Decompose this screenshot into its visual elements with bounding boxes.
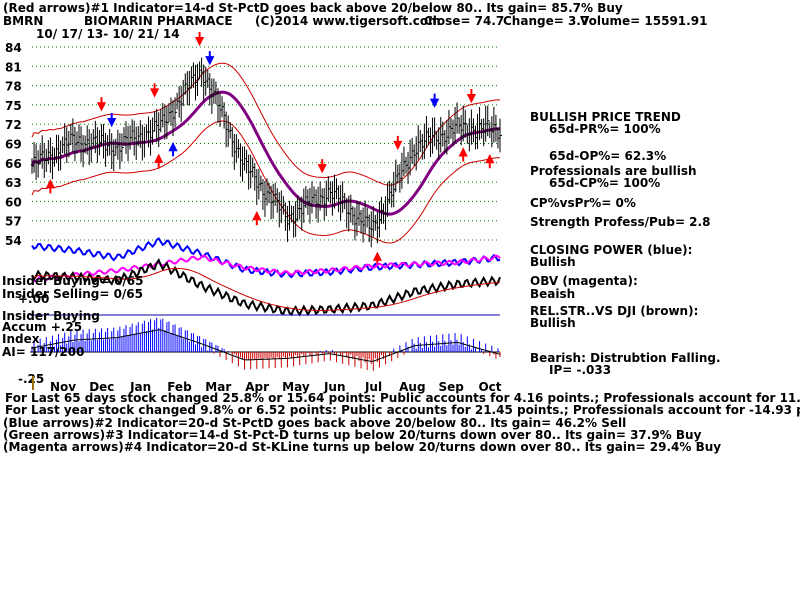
signal-arrow-icon [485, 153, 495, 169]
zero-label: +.00 [18, 292, 49, 306]
month-label: Aug [399, 380, 425, 394]
relstr-label: REL.STR..VS DJI (brown): [530, 304, 698, 318]
month-label: May [282, 380, 310, 394]
signal-arrow-icon [154, 153, 164, 168]
relstr-ma [31, 267, 501, 311]
month-label: Jun [323, 380, 346, 394]
signal-arrow-icon [96, 97, 107, 112]
month-label: Jan [129, 380, 151, 394]
insider-selling-count: Insider Selling= 0/65 [2, 287, 143, 301]
signal-arrow-icon [466, 88, 477, 104]
obv-line [31, 254, 501, 283]
copyright: (C)2014 www.tigersoft.com [255, 14, 441, 28]
trend-title: BULLISH PRICE TREND [530, 110, 681, 124]
relstr-value: Bullish [530, 316, 576, 330]
price-tick-label: 81 [5, 60, 22, 74]
price-tick-label: 78 [5, 80, 22, 94]
month-label: Sep [438, 380, 464, 394]
month-label: Oct [478, 380, 501, 394]
upper-band [31, 62, 501, 186]
op-value: 65d-OP%= 62.3% [549, 149, 666, 163]
price-tick-label: 69 [5, 138, 22, 152]
footer-line-3: (Blue arrows)#2 Indicator=20-d St-PctD g… [3, 416, 626, 430]
month-label: Nov [50, 380, 76, 394]
obv-label: OBV (magenta): [530, 274, 638, 288]
close-value: Close= 74.7 [424, 14, 504, 28]
month-axis: Nov Dec Jan Feb Mar Apr May Jun Jul Aug Sep Oct [50, 380, 502, 394]
month-label: Dec [89, 380, 114, 394]
prof-bullish: Professionals are bullish [530, 164, 697, 178]
cp-value: 65d-CP%= 100% [549, 176, 660, 190]
signal-arrow-icon [317, 159, 327, 174]
footer-line-5: (Magenta arrows)#4 Indicator=20-d St-KLi… [3, 440, 721, 454]
signal-arrow-icon [150, 83, 160, 98]
ai-label: AI= 117/200 [2, 345, 84, 359]
insider-buying-label: Insider Buying [2, 309, 100, 323]
insider-buying-count: Insider Buying= 0/65 [2, 274, 144, 288]
ip-value: IP= -.033 [549, 363, 611, 377]
neg-label: -.25 [18, 372, 44, 386]
index-label: Index [2, 332, 40, 346]
date-range: 10/ 17/ 13- 10/ 21/ 14 [36, 27, 180, 41]
accum-note: Bearish: Distrubtion Falling. [530, 351, 721, 365]
closing-power-label: CLOSING POWER (blue): [530, 243, 692, 257]
price-tick-label: 66 [5, 157, 22, 171]
accum-ma [31, 329, 501, 362]
signal-arrow-icon [252, 211, 262, 226]
footer-line-2: For Last year stock changed 9.8% or 6.52… [5, 403, 800, 417]
obv-value: Beaish [530, 287, 575, 301]
month-label: Apr [245, 380, 269, 394]
month-label: Mar [205, 380, 231, 394]
lower-band [31, 120, 501, 244]
signal-arrow-icon [194, 32, 205, 47]
cpvspr-value: CP%vsPr%= 0% [530, 196, 636, 210]
moving-average [30, 90, 501, 216]
price-tick-label: 75 [5, 99, 22, 113]
indicator-lines [31, 237, 501, 317]
ticker: BMRN [3, 14, 43, 28]
month-label: Jul [364, 380, 382, 394]
price-bands [30, 62, 501, 244]
pr-value: 65d-PR%= 100% [549, 122, 661, 136]
signal-arrow-icon [45, 179, 56, 194]
price-tick-label: 84 [5, 41, 22, 55]
footer-line-4: (Green arrows)#3 Indicator=14-d St-Pct-D… [3, 428, 702, 442]
closing-power-value: Bullish [530, 255, 576, 269]
signal-arrow-icon [107, 112, 117, 128]
signal-arrow-icon [393, 135, 403, 151]
month-label: Feb [167, 380, 192, 394]
company-name: BIOMARIN PHARMACE [84, 14, 233, 28]
accum-label: Accum +.25 [2, 320, 82, 334]
price-tick-label: 63 [5, 176, 22, 190]
price-tick-label: 57 [5, 215, 22, 229]
strength-value: Strength Profess/Pub= 2.8 [530, 215, 710, 229]
signal-arrows [45, 32, 495, 266]
signal-arrow-icon [205, 51, 215, 66]
change-value: Change= 3.7 [503, 14, 589, 28]
signal-arrow-icon [458, 147, 468, 162]
signal-arrow-icon [168, 141, 178, 157]
price-bars [31, 57, 502, 248]
signal-arrow-icon [429, 93, 440, 108]
relstr-line [31, 257, 501, 317]
accum-index-histogram [31, 317, 501, 371]
price-tick-label: 72 [5, 118, 22, 132]
volume-value: Volume= 15591.91 [580, 14, 707, 28]
price-axis: 84 81 78 75 72 69 66 63 60 57 54 [5, 41, 22, 248]
red-arrows-legend: (Red arrows)#1 Indicator=14-d St-PctD go… [3, 1, 623, 15]
price-tick-label: 60 [5, 195, 22, 209]
footer-line-1: For Last 65 days stock changed 25.8% or … [5, 391, 800, 405]
price-tick-label: 54 [5, 234, 22, 248]
